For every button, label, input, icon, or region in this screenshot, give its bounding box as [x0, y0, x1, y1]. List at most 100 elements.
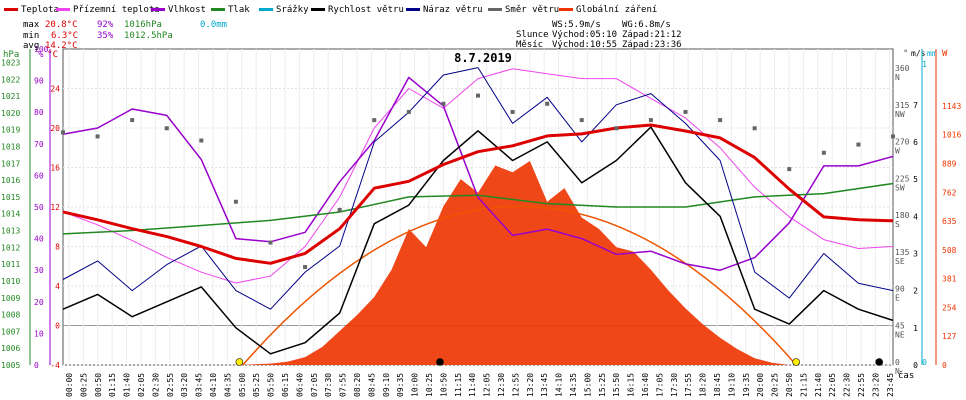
- legend-swatch: [311, 8, 325, 11]
- x-tick-label: 10:25: [425, 373, 434, 397]
- chart-title: 8.7.2019: [454, 51, 512, 65]
- axis-temp-tick: 20: [50, 124, 60, 133]
- axis-hpa-tick: 1011: [1, 260, 20, 269]
- axis-percent-tick: 0: [34, 361, 39, 370]
- x-tick-label: 12:30: [497, 373, 506, 397]
- axis-direction-label: E: [895, 294, 900, 303]
- moonrise-marker: [436, 358, 444, 366]
- axis-solar-tick: 1143: [942, 102, 961, 111]
- axis-wind-tick: 4: [913, 212, 918, 221]
- x-tick-label: 01:15: [108, 373, 117, 397]
- axis-wind-tick: 2: [913, 287, 918, 296]
- legend-label: Rychlost větru: [328, 5, 404, 15]
- stat-max-hum: 92%: [97, 20, 114, 30]
- axis-wind-unit: m/s: [911, 49, 926, 58]
- x-tick-label: 10:50: [439, 373, 448, 397]
- x-tick-label: 19:35: [742, 373, 751, 397]
- axis-temp-tick: 0: [55, 322, 60, 331]
- x-tick-label: 05:00: [238, 373, 247, 397]
- axis-direction-label: S: [895, 220, 900, 229]
- legend-swatch: [211, 8, 225, 11]
- x-tick-label: 17:05: [655, 373, 664, 397]
- axis-direction-deg: 135: [895, 248, 910, 257]
- legend-swatch: [56, 8, 70, 11]
- axis-hpa-tick: 1009: [1, 294, 20, 303]
- axis-hpa-tick: 1008: [1, 311, 20, 320]
- x-tick-label: 07:55: [339, 373, 348, 397]
- wind-direction-point: [268, 240, 273, 245]
- axis-percent-tick: 50: [34, 203, 44, 212]
- sun-rise: Východ:05:10: [552, 30, 617, 40]
- axis-direction-deg: 270: [895, 138, 910, 147]
- wind-direction-point: [579, 118, 584, 123]
- axis-temp-tick: 4: [55, 282, 60, 291]
- axis-solar-tick: 508: [942, 246, 957, 255]
- legend-label: Vlhkost: [168, 5, 206, 15]
- axis-direction-label: NE: [895, 330, 905, 339]
- x-tick-label: 17:55: [684, 373, 693, 397]
- axis-solar-unit: W: [942, 49, 948, 59]
- wind-direction-point: [821, 150, 826, 155]
- axis-percent-tick: 30: [34, 266, 44, 275]
- stat-min-hum: 35%: [97, 31, 114, 41]
- x-tick-label: 01:40: [123, 373, 132, 397]
- x-tick-label: 11:15: [454, 373, 463, 397]
- wind-direction-point: [372, 118, 377, 123]
- axis-temp-tick: 16: [50, 164, 60, 173]
- moonset-marker: [875, 358, 883, 366]
- x-tick-label: 00:25: [79, 373, 88, 397]
- x-tick-label: 14:10: [555, 373, 564, 397]
- axis-hpa-tick: 1007: [1, 327, 20, 336]
- temperature-line: [62, 123, 894, 265]
- axis-hpa-tick: 1022: [1, 75, 20, 84]
- axis-hpa-tick: 1017: [1, 159, 20, 168]
- axis-temp-tick: 8: [55, 243, 60, 252]
- wind-direction-point: [787, 167, 792, 172]
- legend-label: Náraz větru: [423, 5, 483, 15]
- wind-direction-point: [199, 138, 204, 143]
- x-tick-label: 22:05: [828, 373, 837, 397]
- axis-hpa-tick: 1014: [1, 210, 20, 219]
- x-tick-label: 06:15: [281, 373, 290, 397]
- stat-min-label: min: [23, 31, 39, 41]
- axis-wind-tick: 3: [913, 249, 918, 258]
- axis-direction-label: W: [895, 147, 900, 156]
- wind-direction-point: [164, 126, 169, 131]
- axis-percent-tick: 20: [34, 298, 44, 307]
- wind-direction-point: [545, 101, 550, 106]
- legend-swatch: [151, 8, 165, 11]
- axis-percent-tick: 40: [34, 235, 44, 244]
- wind-gust-info: WG:6.8m/s: [622, 20, 671, 30]
- axis-direction-deg: 360: [895, 64, 910, 73]
- sun-set: Západ:21:12: [622, 30, 682, 40]
- wind-direction-point: [614, 126, 619, 131]
- x-tick-label: 14:35: [569, 373, 578, 397]
- axis-percent-tick: 70: [34, 140, 44, 149]
- stat-min-press: 1012.5hPa: [124, 31, 173, 41]
- axis-wind-tick: 5: [913, 175, 918, 184]
- solar-series: [235, 160, 797, 366]
- stat-max-temp: 20.8°C: [45, 20, 78, 30]
- legend: Teplota Přízemní teplota Vlhkost Tlak Srážky…: [4, 5, 657, 15]
- x-tick-label: 10:00: [411, 373, 420, 397]
- x-tick-label: 08:45: [367, 373, 376, 397]
- axis-direction-deg: 90: [895, 285, 905, 294]
- axis-solar-tick: 254: [942, 303, 957, 312]
- axis-direction-deg: 180: [895, 211, 910, 220]
- wind-direction-point: [406, 109, 411, 114]
- axis-direction-deg: 0: [895, 358, 900, 367]
- x-tick-label: 16:15: [627, 373, 636, 397]
- x-tick-label: 02:05: [137, 373, 146, 397]
- legend-swatch: [259, 8, 273, 11]
- axis-hpa-tick: 1006: [1, 344, 20, 353]
- wind-direction-point: [856, 142, 861, 147]
- axis-temp-tick: -4: [50, 361, 60, 370]
- x-tick-label: 20:50: [785, 373, 794, 397]
- x-tick-label: 00:00: [65, 373, 74, 397]
- axis-direction-deg: 45: [895, 321, 905, 330]
- wind-direction-point: [752, 126, 757, 131]
- stat-avg-temp: 14.2°C: [45, 41, 78, 51]
- axis-solar-tick: 889: [942, 159, 957, 168]
- axis-hpa-tick: 1023: [1, 58, 20, 67]
- x-tick-label: 15:00: [583, 373, 592, 397]
